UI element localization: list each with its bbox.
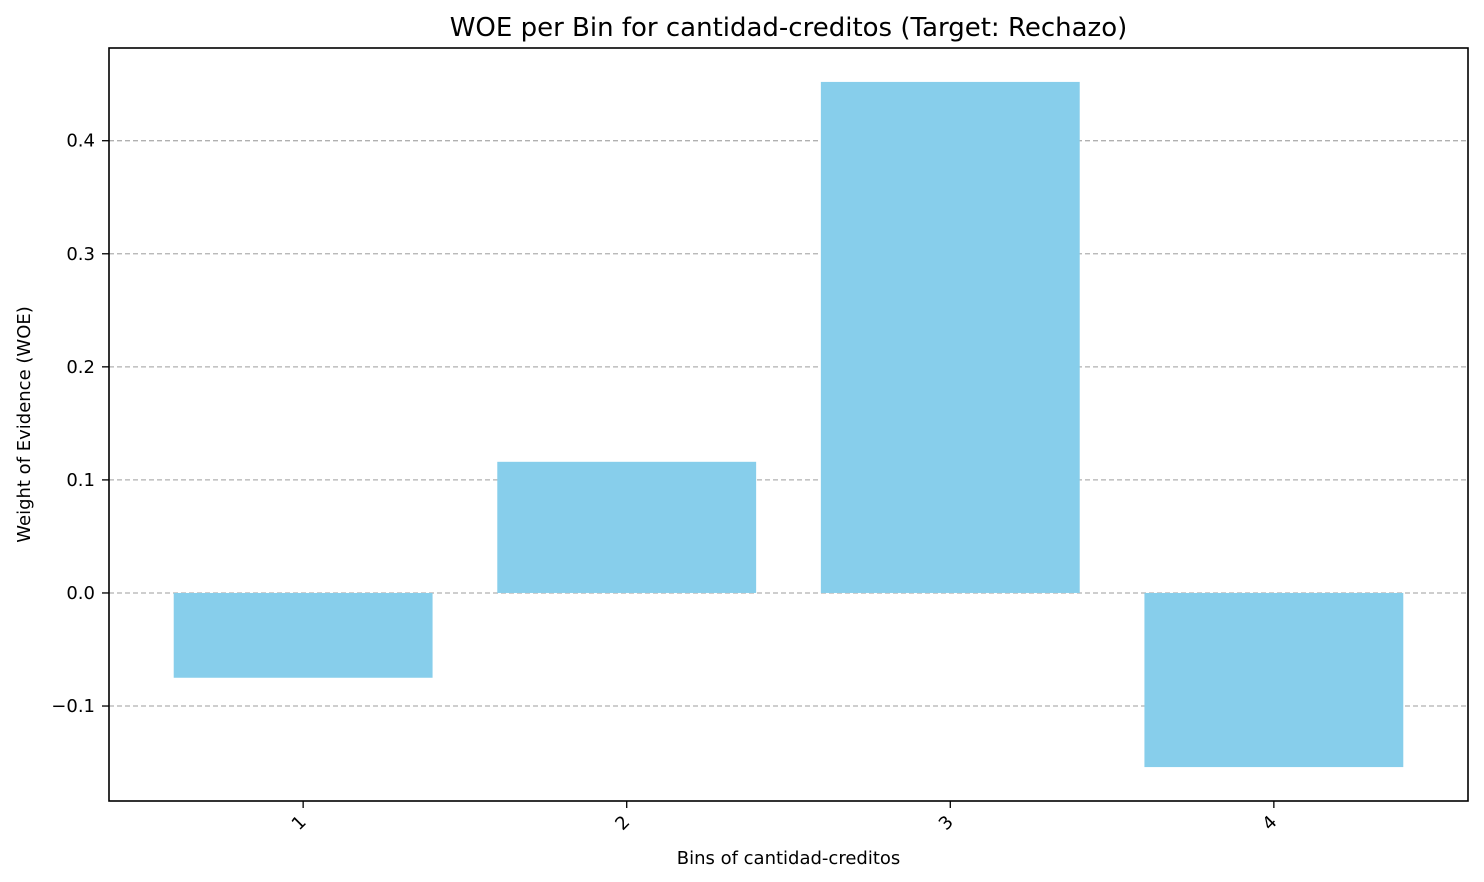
bar-bin-3 bbox=[820, 81, 1080, 593]
x-axis-label: Bins of cantidad-creditos bbox=[677, 848, 901, 869]
y-tick-label: 0.0 bbox=[66, 583, 95, 604]
y-axis-label: Weight of Evidence (WOE) bbox=[14, 306, 35, 543]
y-tick-label: 0.1 bbox=[66, 470, 95, 491]
bar-bin-4 bbox=[1144, 592, 1404, 768]
y-tick-label: 0.3 bbox=[66, 244, 95, 265]
bar-bin-2 bbox=[497, 461, 757, 593]
y-tick-label: 0.2 bbox=[66, 357, 95, 378]
plot-frame bbox=[108, 47, 1469, 802]
y-tick-label: −0.1 bbox=[51, 696, 95, 717]
bar-bin-1 bbox=[173, 592, 433, 678]
y-tick-label: 0.4 bbox=[66, 131, 95, 152]
y-axis-ticks: −0.1 0.0 0.1 0.2 0.3 0.4 bbox=[51, 131, 109, 717]
chart-title: WOE per Bin for cantidad-creditos (Targe… bbox=[450, 13, 1128, 43]
bars bbox=[173, 81, 1404, 768]
